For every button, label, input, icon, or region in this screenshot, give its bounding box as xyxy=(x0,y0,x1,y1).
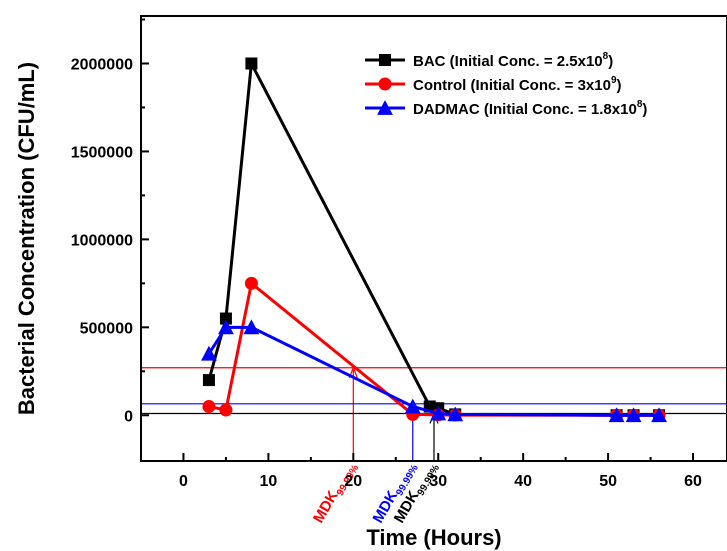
x-tick-label: 0 xyxy=(179,473,188,490)
series-2 xyxy=(202,276,666,422)
data-point-square xyxy=(202,374,215,387)
data-point-triangle xyxy=(608,407,625,423)
data-point-triangle xyxy=(651,407,667,423)
legend-label: BAC (Initial Conc. = 2.5x108) xyxy=(413,51,613,70)
legend-item: Control (Initial Conc. = 3x109) xyxy=(365,75,622,94)
data-point-triangle xyxy=(430,405,447,421)
x-tick-label: 10 xyxy=(259,473,277,490)
y-tick-label: 2000000 xyxy=(71,56,133,73)
data-point-circle xyxy=(244,276,258,290)
legend-label-main: BAC (Initial Conc. = 2.5x10 xyxy=(413,53,603,70)
axes-layer: 0 10 20 30 40 50 60 0 500000 1000000 1500000 200000… xyxy=(71,18,702,490)
legend-label-exponent: 8 xyxy=(603,51,609,62)
x-axis-label: Time (Hours) xyxy=(366,525,501,550)
data-point-circle xyxy=(202,399,216,413)
y-tick-label: 1500000 xyxy=(71,144,133,161)
legend-item: DADMAC (Initial Conc. = 1.8x108) xyxy=(365,99,647,118)
legend-label-exponent: 8 xyxy=(637,99,643,110)
y-axis-label: Bacterial Concentration (CFU/mL) xyxy=(14,62,39,415)
x-tick-label: 20 xyxy=(344,473,362,490)
legend-label: DADMAC (Initial Conc. = 1.8x108) xyxy=(413,99,647,118)
data-point-circle xyxy=(219,403,233,417)
data-point-triangle xyxy=(243,319,260,335)
data-point-triangle xyxy=(377,100,393,115)
series-3 xyxy=(201,319,667,423)
legend-label: Control (Initial Conc. = 3x109) xyxy=(413,75,622,94)
legend-label-main: Control (Initial Conc. = 3x10 xyxy=(413,77,611,94)
data-point-triangle xyxy=(625,407,642,423)
x-tick-label: 50 xyxy=(599,473,617,490)
legend-label-end: ) xyxy=(642,101,647,118)
y-tick-label: 0 xyxy=(124,408,133,425)
series-line xyxy=(208,280,660,417)
legend-item: BAC (Initial Conc. = 2.5x108) xyxy=(365,51,613,70)
data-point-triangle xyxy=(201,345,217,361)
data-point-circle xyxy=(378,77,392,91)
data-point-triangle xyxy=(218,319,234,335)
x-tick-label: 40 xyxy=(514,473,532,490)
series-layer xyxy=(201,57,667,423)
x-tick-label: 30 xyxy=(429,473,447,490)
y-tick-label: 500000 xyxy=(80,320,133,337)
data-point-square xyxy=(245,57,258,70)
y-tick-label: 1000000 xyxy=(71,232,133,249)
mdk-label: MDK99.99% xyxy=(310,458,361,527)
legend-label-end: ) xyxy=(617,77,622,94)
data-point-square xyxy=(379,54,391,66)
data-point-triangle xyxy=(447,406,464,422)
x-tick-label: 60 xyxy=(684,473,702,490)
data-point-square xyxy=(219,312,232,325)
legend-label-end: ) xyxy=(608,53,613,70)
data-point-triangle xyxy=(404,398,421,414)
legend-label-exponent: 9 xyxy=(611,75,617,86)
legend-label-main: DADMAC (Initial Conc. = 1.8x10 xyxy=(413,101,637,118)
legend: BAC (Initial Conc. = 2.5x108)Control (In… xyxy=(365,51,647,118)
